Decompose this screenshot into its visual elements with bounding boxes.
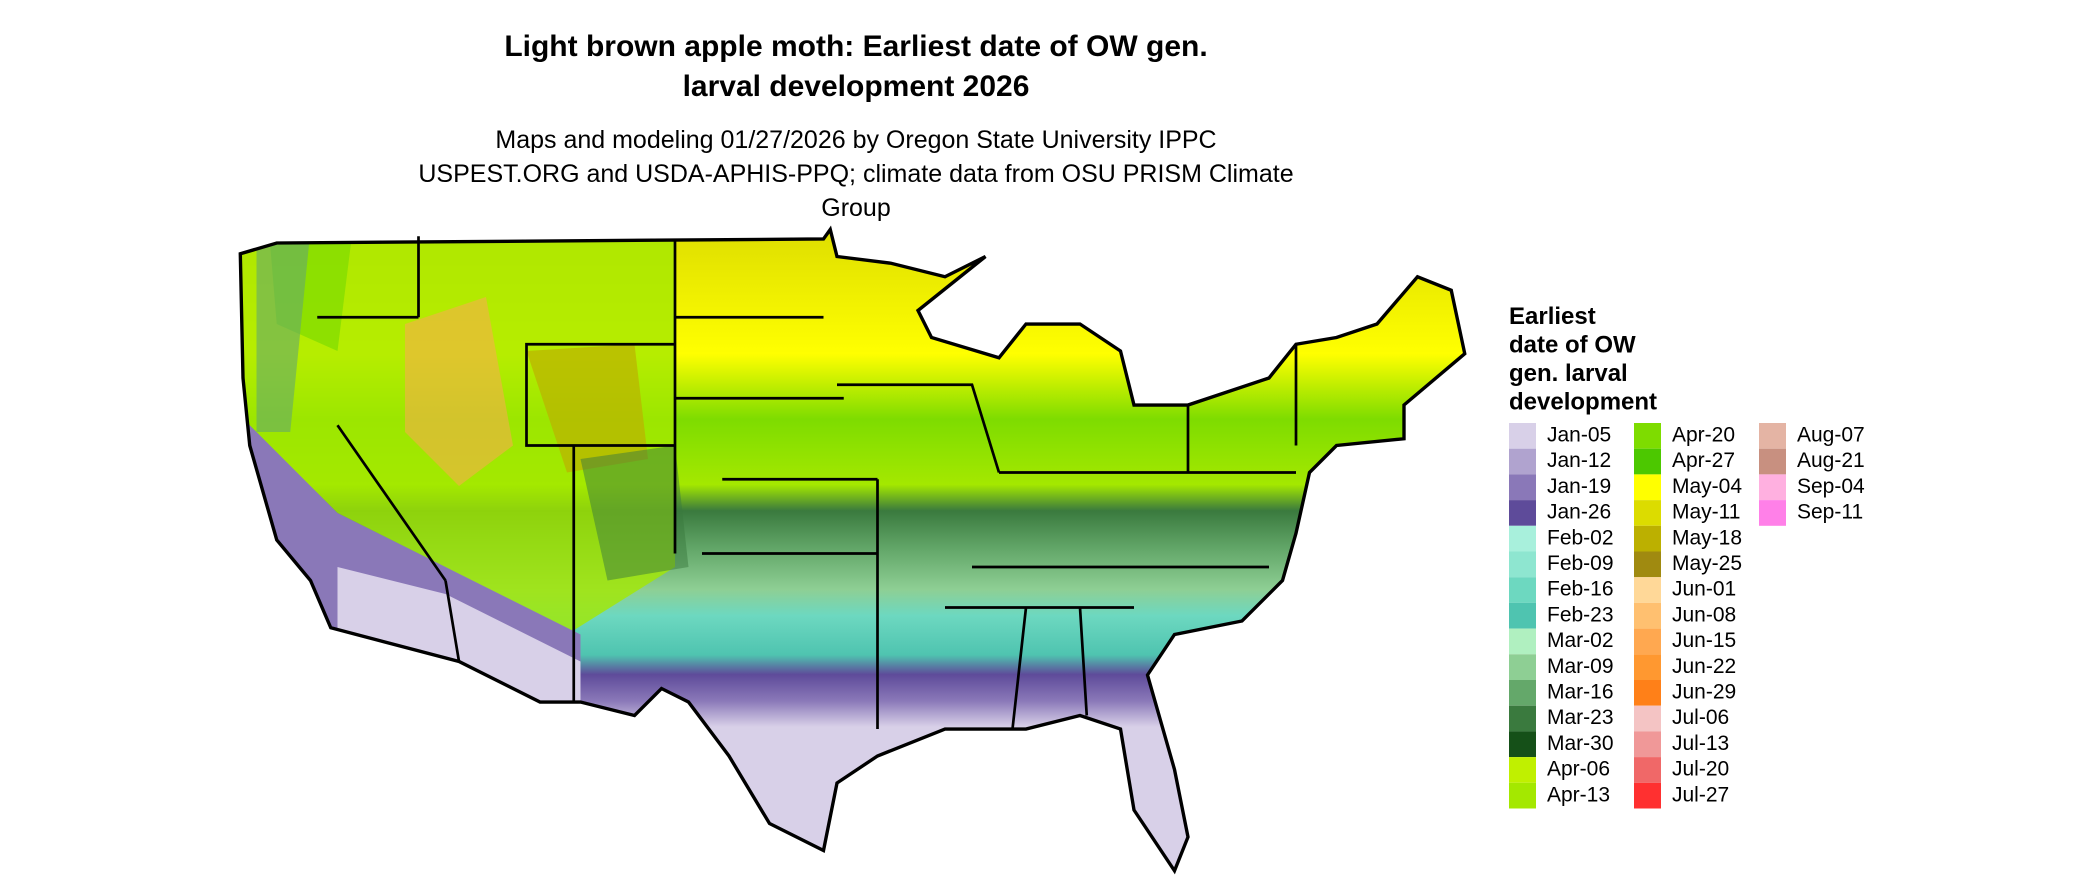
legend-label: Jun-22: [1672, 655, 1736, 678]
legend-label: Jun-01: [1672, 578, 1736, 601]
title: Light brown apple moth: Earliest date of…: [504, 30, 1207, 103]
legend-swatch: [1509, 628, 1536, 655]
legend-swatch: [1634, 705, 1661, 732]
legend-swatch: [1509, 500, 1536, 526]
legend-swatch: [1634, 423, 1661, 449]
legend-swatch: [1509, 448, 1536, 475]
legend-label: Aug-07: [1797, 424, 1865, 447]
legend-swatch: [1509, 474, 1536, 501]
legend-label: Feb-09: [1547, 552, 1614, 575]
legend-swatch: [1634, 602, 1661, 629]
legend-swatch: [1634, 782, 1661, 809]
legend-swatch: [1509, 602, 1536, 629]
legend-label: Jul-20: [1672, 758, 1729, 781]
legend-swatch: [1759, 500, 1786, 526]
legend-label: May-04: [1672, 475, 1742, 498]
legend-label: Apr-20: [1672, 424, 1735, 447]
map: [238, 227, 1467, 873]
legend-swatch: [1634, 680, 1661, 706]
legend-label: Apr-27: [1672, 449, 1735, 472]
legend-label: Apr-06: [1547, 758, 1610, 781]
legend-label: Jan-05: [1547, 424, 1611, 447]
legend-swatch: [1634, 525, 1661, 552]
legend-label: Mar-23: [1547, 706, 1614, 729]
legend-label: Jul-27: [1672, 783, 1729, 806]
legend-label: Mar-02: [1547, 629, 1614, 652]
legend-swatch: [1634, 500, 1661, 526]
legend-label: Jul-06: [1672, 706, 1729, 729]
legend-label: May-25: [1672, 552, 1742, 575]
legend-swatch: [1634, 448, 1661, 475]
legend-swatch: [1634, 731, 1661, 758]
legend-label: Mar-30: [1547, 732, 1614, 755]
legend-label: Jan-12: [1547, 449, 1611, 472]
legend-label: Jul-13: [1672, 732, 1729, 755]
legend-label: May-18: [1672, 526, 1742, 549]
legend-swatch: [1509, 577, 1536, 603]
legend-label: Jan-19: [1547, 475, 1611, 498]
legend-label: Aug-21: [1797, 449, 1865, 472]
legend-label: Feb-23: [1547, 603, 1614, 626]
legend-title: Earliest date of OW gen. larval development: [1509, 303, 1657, 416]
legend-swatch: [1509, 731, 1536, 758]
legend-label: Jun-08: [1672, 603, 1736, 626]
legend-swatch: [1509, 551, 1536, 578]
legend-label: Jun-15: [1672, 629, 1736, 652]
legend-label: Jan-26: [1547, 501, 1611, 524]
legend-swatch: [1509, 654, 1536, 680]
legend-label: Sep-11: [1797, 501, 1863, 524]
legend-swatch: [1759, 474, 1786, 501]
legend-swatch: [1634, 551, 1661, 578]
legend-label: Apr-13: [1547, 783, 1610, 806]
legend-swatch: [1509, 423, 1536, 449]
legend-swatch: [1634, 474, 1661, 501]
legend-swatch: [1759, 448, 1786, 475]
legend-label: Jun-29: [1672, 681, 1736, 704]
legend-label: Feb-16: [1547, 578, 1614, 601]
legend-swatch: [1509, 680, 1536, 706]
legend-label: Mar-16: [1547, 681, 1614, 704]
legend-swatch: [1759, 423, 1786, 449]
legend-swatch: [1509, 525, 1536, 552]
legend-label: Sep-04: [1797, 475, 1865, 498]
legend-swatch: [1634, 628, 1661, 655]
legend-label: May-11: [1672, 501, 1740, 524]
legend-swatch: [1634, 654, 1661, 680]
subtitle: Maps and modeling 01/27/2026 by Oregon S…: [418, 126, 1293, 222]
legend-label: Feb-02: [1547, 526, 1614, 549]
legend-label: Mar-09: [1547, 655, 1614, 678]
legend-swatch: [1634, 577, 1661, 603]
legend-swatch: [1509, 782, 1536, 809]
legend-swatch: [1509, 705, 1536, 732]
legend-swatch: [1634, 757, 1661, 783]
legend-swatch: [1509, 757, 1536, 783]
